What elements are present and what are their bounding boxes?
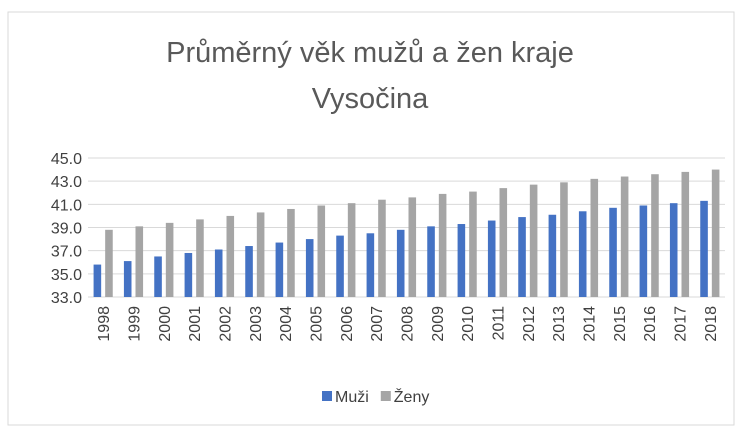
- bar: [135, 226, 144, 297]
- bar: [700, 200, 708, 297]
- y-tick-label: 45.0: [51, 151, 82, 168]
- bar: [214, 249, 223, 297]
- legend-swatch: [380, 391, 391, 401]
- bar: [165, 222, 174, 297]
- x-tick-label: 2006: [339, 306, 356, 342]
- bar: [256, 212, 265, 297]
- x-tick-label: 2008: [400, 306, 417, 342]
- y-tick-label: 39.0: [51, 221, 82, 238]
- bar: [184, 252, 193, 297]
- x-tick-label: 2001: [187, 306, 204, 342]
- y-tick-label: 33.0: [51, 290, 82, 307]
- bar: [245, 246, 253, 297]
- y-tick-label: 35.0: [51, 267, 82, 284]
- bar: [609, 207, 617, 297]
- x-tick-label: 2014: [582, 306, 599, 342]
- x-tick-label: 1998: [96, 306, 113, 342]
- bar: [438, 193, 447, 297]
- x-tick-label: 2013: [551, 306, 568, 342]
- x-tick-label: 1999: [127, 306, 144, 342]
- bar: [317, 205, 326, 297]
- bar: [669, 203, 678, 297]
- x-tick-label: 2004: [278, 306, 295, 342]
- bar: [396, 229, 405, 297]
- bar: [651, 174, 659, 297]
- x-tick-label: 2007: [369, 306, 386, 342]
- bar: [681, 171, 690, 297]
- bar: [457, 224, 466, 297]
- bar: [93, 264, 102, 297]
- x-tick-label: 2002: [218, 306, 235, 342]
- bar: [305, 239, 314, 297]
- bar: [196, 219, 204, 297]
- legend-label: Muži: [335, 389, 369, 406]
- bar: [620, 176, 629, 297]
- bar: [711, 169, 720, 297]
- bar: [347, 203, 356, 297]
- bar: [469, 191, 477, 297]
- bar: [378, 199, 386, 297]
- bar: [487, 220, 496, 297]
- bar: [548, 214, 557, 297]
- x-tick-label: 2018: [703, 306, 720, 342]
- bar: [226, 215, 235, 297]
- x-tick-label: 2005: [309, 306, 326, 342]
- x-tick-label: 2003: [248, 306, 265, 342]
- x-tick-label: 2016: [642, 306, 659, 342]
- bar: [639, 205, 648, 297]
- bar: [336, 235, 344, 297]
- y-tick-label: 37.0: [51, 244, 82, 261]
- bar: [366, 233, 375, 297]
- bar: [427, 226, 435, 297]
- x-tick-label: 2012: [521, 306, 538, 342]
- x-tick-label: 2000: [157, 306, 174, 342]
- x-tick-label: 2015: [612, 306, 629, 342]
- chart-title: Vysočina: [312, 83, 429, 115]
- bar: [123, 261, 132, 297]
- bar: [499, 188, 508, 297]
- bar: [560, 182, 568, 297]
- x-tick-label: 2010: [460, 306, 477, 342]
- x-tick-label: 2017: [673, 306, 690, 342]
- bar: [105, 229, 113, 297]
- legend-swatch: [322, 391, 332, 401]
- bar: [275, 242, 284, 297]
- y-tick-label: 43.0: [51, 174, 82, 191]
- bar: [408, 197, 417, 297]
- bar: [590, 178, 599, 297]
- x-tick-label: 2011: [491, 306, 508, 341]
- bar: [529, 184, 538, 297]
- x-tick-label: 2009: [430, 306, 447, 342]
- bar: [518, 217, 526, 297]
- y-tick-label: 41.0: [51, 197, 82, 214]
- chart-title: Průměrný věk mužů a žen kraje: [166, 37, 574, 69]
- bar: [578, 211, 587, 297]
- legend-label: Ženy: [394, 387, 430, 406]
- bar: [287, 208, 295, 297]
- bar: [154, 256, 162, 297]
